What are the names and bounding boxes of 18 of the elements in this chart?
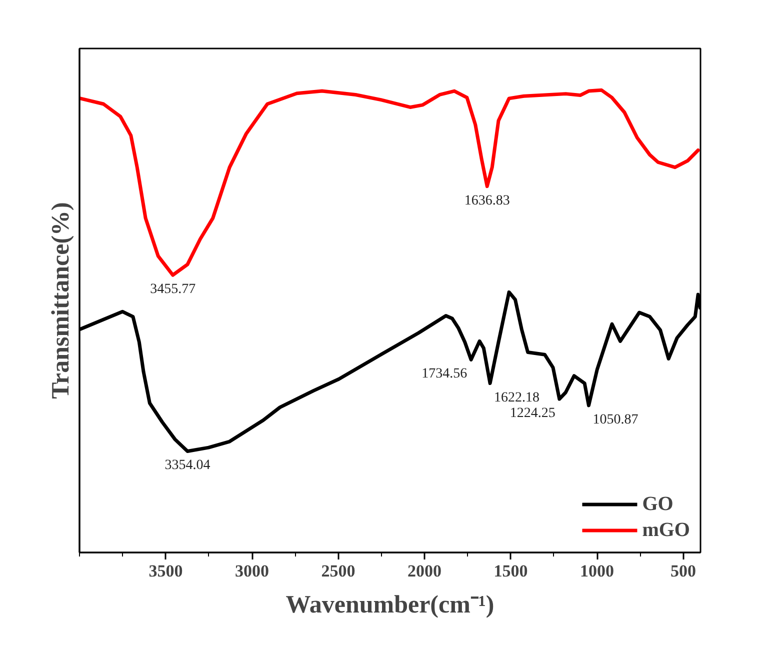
annotation: 1636.83 xyxy=(464,193,510,208)
x-axis-title: Wavenumber(cm⁻¹) xyxy=(286,592,494,618)
x-tick-label: 3500 xyxy=(148,562,183,580)
x-tick-label: 2000 xyxy=(408,562,442,580)
x-tick-label: 2500 xyxy=(321,562,356,580)
annotation: 3354.04 xyxy=(164,458,210,474)
y-axis-title: Transmittance(%) xyxy=(48,202,74,399)
x-tick-label: 1500 xyxy=(494,562,528,580)
annotation: 1224.25 xyxy=(510,406,556,421)
annotation: 3455.77 xyxy=(150,282,196,298)
legend-label: mGO xyxy=(642,518,690,542)
x-tick-label: 3000 xyxy=(235,562,269,580)
x-tick-label: 1000 xyxy=(580,562,614,580)
x-tick-label: 500 xyxy=(670,562,696,580)
legend-label: GO xyxy=(642,492,674,516)
annotation: 1050.87 xyxy=(592,412,638,428)
annotation: 1734.56 xyxy=(422,366,468,382)
annotation: 1622.18 xyxy=(494,390,540,406)
